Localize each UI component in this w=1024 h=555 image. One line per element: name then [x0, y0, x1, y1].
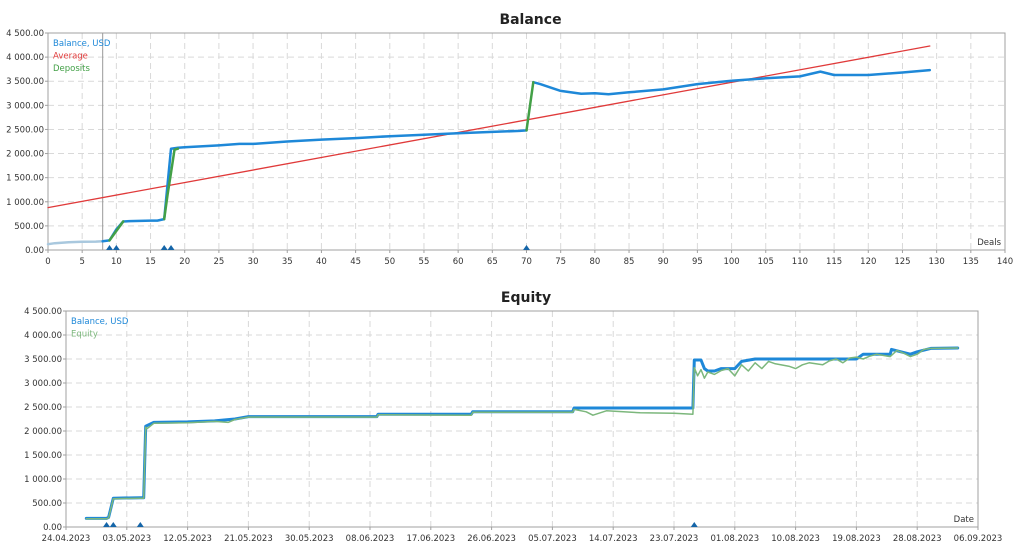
equity-line: [85, 347, 959, 520]
x-tick-label: 20: [179, 257, 190, 267]
y-tick-label: 3 000.00: [6, 101, 44, 111]
x-tick-label: 03.05.2023: [102, 534, 151, 544]
x-tick-label: 26.06.2023: [467, 534, 516, 544]
balance-usd-line: [84, 346, 960, 520]
y-tick-label: 2 000.00: [6, 150, 44, 160]
average-line: [47, 45, 931, 209]
deposit-marker: [160, 245, 168, 250]
grid: [48, 33, 1005, 250]
x-tick-label: 110: [792, 257, 808, 267]
y-tick-label: 4 500.00: [24, 307, 62, 317]
y-tick-label: 1 500.00: [24, 451, 62, 461]
deposit-marker: [103, 522, 111, 527]
x-tick-label: 23.07.2023: [650, 534, 699, 544]
x-tick-label: 130: [929, 257, 945, 267]
x-tick-label: 19.08.2023: [832, 534, 881, 544]
x-tick-label: 100: [723, 257, 739, 267]
legend-entry: Balance, USD: [71, 317, 129, 327]
plot-frame: [65, 310, 979, 528]
x-tick-label: 28.08.2023: [893, 534, 942, 544]
y-tick-label: 0.00: [25, 246, 44, 256]
x-tick-label: 17.06.2023: [406, 534, 455, 544]
x-tick-label: 105: [758, 257, 774, 267]
x-tick-label: 80: [589, 257, 600, 267]
x-tick-label: 90: [658, 257, 669, 267]
deposit-marker: [690, 522, 698, 527]
x-tick-label: 08.06.2023: [346, 534, 395, 544]
y-tick-label: 500.00: [14, 222, 44, 232]
deposits-line: [108, 220, 125, 242]
deposits-line: [162, 147, 180, 221]
x-tick-label: 25: [213, 257, 224, 267]
x-tick-label: 65: [487, 257, 498, 267]
y-tick-label: 3 500.00: [6, 77, 44, 87]
x-tick-label: 24.04.2023: [42, 534, 91, 544]
deposit-marker: [167, 245, 175, 250]
y-tick-label: 4 000.00: [24, 331, 62, 341]
deposit-marker: [106, 245, 114, 250]
y-tick-label: 3 500.00: [24, 355, 62, 365]
x-tick-label: 30.05.2023: [285, 534, 334, 544]
x-tick-label: 35: [282, 257, 293, 267]
x-tick-label: 10.08.2023: [771, 534, 820, 544]
y-tick-label: 4 000.00: [6, 53, 44, 63]
x-tick-label: 135: [963, 257, 979, 267]
chart-title: Balance: [499, 12, 561, 28]
deposit-marker: [523, 245, 530, 250]
legend-entry: Equity: [71, 330, 98, 340]
legend-entry: Balance, USD: [53, 39, 111, 49]
x-tick-label: 125: [894, 257, 910, 267]
y-tick-label: 2 000.00: [24, 427, 62, 437]
balance-chart: Balance 0.00 500.00 1 000.00 1 500.00 2 000.0…: [6, 12, 1013, 267]
y-tick-label: 2 500.00: [6, 125, 44, 135]
y-tick-label: 2 500.00: [24, 403, 62, 413]
x-tick-label: 85: [624, 257, 635, 267]
deposit-marker: [109, 522, 117, 527]
x-tick-label: 140: [997, 257, 1013, 267]
y-tick-label: 1 000.00: [6, 198, 44, 208]
x-tick-label: 60: [453, 257, 464, 267]
x-tick-label: 75: [555, 257, 566, 267]
deposit-marker: [136, 522, 144, 527]
x-tick-label: 95: [692, 257, 703, 267]
x-tick-label: 45: [350, 257, 361, 267]
x-tick-label: 12.05.2023: [163, 534, 212, 544]
x-axis-label: Date: [954, 515, 974, 525]
x-tick-label: 115: [826, 257, 842, 267]
initial-balance-line: [46, 240, 104, 246]
deposit-marker: [112, 245, 120, 250]
x-tick-label: 50: [384, 257, 395, 267]
x-tick-label: 0: [45, 257, 50, 267]
x-tick-label: 05.07.2023: [528, 534, 577, 544]
y-tick-label: 3 000.00: [24, 379, 62, 389]
chart-title: Equity: [501, 290, 551, 306]
y-tick-label: 4 500.00: [6, 29, 44, 39]
y-tick-label: 1 000.00: [24, 475, 62, 485]
balance-usd-line: [101, 129, 528, 243]
y-tick-label: 0.00: [43, 523, 62, 533]
x-tick-label: 10: [111, 257, 122, 267]
x-tick-label: 21.05.2023: [224, 534, 273, 544]
x-tick-label: 5: [79, 257, 84, 267]
balance-line: [532, 68, 932, 96]
x-axis-label: Deals: [977, 238, 1001, 248]
equity-chart: Equity 0.00 500.00 1 000.00 1 500.00 2 000.00…: [24, 290, 1002, 544]
x-tick-label: 40: [316, 257, 327, 267]
x-tick-label: 01.08.2023: [710, 534, 759, 544]
y-tick-label: 1 500.00: [6, 174, 44, 184]
x-tick-label: 06.09.2023: [954, 534, 1003, 544]
x-tick-label: 120: [860, 257, 876, 267]
x-tick-label: 14.07.2023: [589, 534, 638, 544]
x-tick-label: 55: [419, 257, 430, 267]
y-tick-label: 500.00: [32, 499, 62, 509]
x-tick-label: 70: [521, 257, 532, 267]
legend-entry: Average: [53, 52, 88, 62]
grid: [66, 311, 978, 527]
deposits-line: [525, 80, 535, 132]
x-tick-label: 15: [145, 257, 156, 267]
legend-entry: Deposits: [53, 64, 90, 74]
x-tick-label: 30: [248, 257, 259, 267]
